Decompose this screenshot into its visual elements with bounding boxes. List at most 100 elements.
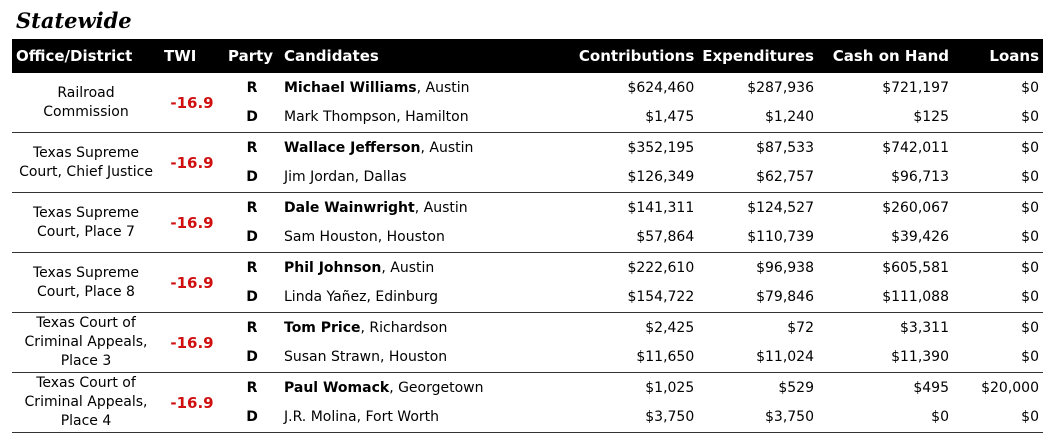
party-cell: R xyxy=(246,79,258,96)
loans-cell: $0 xyxy=(953,402,1043,433)
candidate-cell: Linda Yañez, Edinburg xyxy=(280,282,575,313)
office-cell: Railroad Commission xyxy=(12,73,160,133)
candidate-cell: Paul Womack, Georgetown xyxy=(280,373,575,403)
loans-cell: $20,000 xyxy=(981,379,1039,396)
loans-cell: $0 xyxy=(1021,319,1039,336)
col-party: Party xyxy=(228,47,274,65)
candidate-name: Michael Williams xyxy=(284,79,417,96)
table-row: Texas Supreme Court, Place 7 -16.9 R Dale W… xyxy=(12,192,1043,253)
party-cell: R xyxy=(246,259,258,276)
twi-value: -16.9 xyxy=(160,132,224,193)
loans-cell: $0 xyxy=(953,102,1043,133)
table-row: D Sam Houston, Houston $57,864 $110,739 $39,… xyxy=(12,222,1043,253)
expenditures-cell: $87,533 xyxy=(756,139,814,156)
party-cell: R xyxy=(246,139,258,156)
cash-on-hand-cell: $39,426 xyxy=(818,222,953,253)
campaign-finance-table: Office/District TWI Party Candidates Con… xyxy=(12,39,1043,433)
office-cell: Texas Supreme Court, Place 7 xyxy=(12,192,160,253)
candidate-name: J.R. Molina, Fort Worth xyxy=(284,409,440,426)
expenditures-cell: $287,936 xyxy=(747,79,814,96)
loans-cell: $0 xyxy=(1021,199,1039,216)
contributions-cell: $3,750 xyxy=(574,402,699,433)
candidate-cell: Mark Thompson, Hamilton xyxy=(280,102,575,133)
contributions-cell: $2,425 xyxy=(645,319,695,336)
expenditures-cell: $110,739 xyxy=(698,222,818,253)
expenditures-cell: $529 xyxy=(778,379,814,396)
table-row: D Mark Thompson, Hamilton $1,475 $1,240 $125… xyxy=(12,102,1043,133)
table-row: D Linda Yañez, Edinburg $154,722 $79,846 $11… xyxy=(12,282,1043,313)
col-loans: Loans xyxy=(989,47,1039,65)
expenditures-cell: $72 xyxy=(787,319,814,336)
party-cell: D xyxy=(224,402,280,433)
candidate-name: Dale Wainwright xyxy=(284,199,415,216)
twi-value: -16.9 xyxy=(160,73,224,133)
table-row: D Susan Strawn, Houston $11,650 $11,024 $11,… xyxy=(12,342,1043,373)
candidate-city: , Austin xyxy=(416,79,470,96)
col-office: Office/District xyxy=(16,47,133,65)
candidate-cell: Susan Strawn, Houston xyxy=(280,342,575,373)
party-cell: D xyxy=(224,282,280,313)
section-title: Statewide xyxy=(16,8,132,33)
contributions-cell: $11,650 xyxy=(574,342,699,373)
candidate-cell: Wallace Jefferson, Austin xyxy=(280,133,575,163)
loans-cell: $0 xyxy=(953,282,1043,313)
expenditures-cell: $79,846 xyxy=(698,282,818,313)
candidate-city: , Richardson xyxy=(360,319,448,336)
candidate-name: Paul Womack xyxy=(284,379,390,396)
party-cell: D xyxy=(224,342,280,373)
expenditures-cell: $62,757 xyxy=(698,162,818,193)
office-cell: Texas Court of Criminal Appeals, Place 4 xyxy=(12,372,160,433)
party-cell: R xyxy=(246,319,258,336)
cash-on-hand-cell: $742,011 xyxy=(882,139,949,156)
cash-on-hand-cell: $260,067 xyxy=(882,199,949,216)
party-cell: D xyxy=(224,222,280,253)
candidate-name: Phil Johnson xyxy=(284,259,382,276)
cash-on-hand-cell: $111,088 xyxy=(818,282,953,313)
candidate-name: Tom Price xyxy=(284,319,361,336)
contributions-cell: $222,610 xyxy=(627,259,695,276)
expenditures-cell: $3,750 xyxy=(698,402,818,433)
twi-value: -16.9 xyxy=(160,372,224,433)
cash-on-hand-cell: $605,581 xyxy=(882,259,949,276)
party-cell: D xyxy=(224,102,280,133)
candidate-name: Susan Strawn, Houston xyxy=(284,349,448,366)
col-cash-on-hand: Cash on Hand xyxy=(832,47,949,65)
cash-on-hand-cell: $721,197 xyxy=(882,79,949,96)
table-row: Texas Supreme Court, Chief Justice -16.9 R… xyxy=(12,132,1043,193)
loans-cell: $0 xyxy=(953,342,1043,373)
office-cell: Texas Court of Criminal Appeals, Place 3 xyxy=(12,312,160,373)
table-header: Office/District TWI Party Candidates Con… xyxy=(12,39,1043,73)
table-row: Railroad Commission -16.9 R Michael William… xyxy=(12,73,1043,133)
candidate-name: Jim Jordan, Dallas xyxy=(284,169,407,186)
col-candidates: Candidates xyxy=(284,47,379,65)
candidate-name: Linda Yañez, Edinburg xyxy=(284,289,439,306)
party-cell: D xyxy=(224,162,280,193)
candidate-name: Mark Thompson, Hamilton xyxy=(284,109,469,126)
loans-cell: $0 xyxy=(1021,139,1039,156)
table-row: Texas Court of Criminal Appeals, Place 3… xyxy=(12,312,1043,373)
cash-on-hand-cell: $11,390 xyxy=(818,342,953,373)
col-twi: TWI xyxy=(164,47,197,65)
cash-on-hand-cell: $3,311 xyxy=(900,319,949,336)
candidate-cell: Michael Williams, Austin xyxy=(280,73,575,103)
loans-cell: $0 xyxy=(953,222,1043,253)
contributions-cell: $126,349 xyxy=(574,162,699,193)
loans-cell: $0 xyxy=(1021,79,1039,96)
expenditures-cell: $96,938 xyxy=(756,259,814,276)
party-cell: R xyxy=(246,379,258,396)
office-cell: Texas Supreme Court, Chief Justice xyxy=(12,132,160,193)
contributions-cell: $1,025 xyxy=(645,379,695,396)
cash-on-hand-cell: $0 xyxy=(818,402,953,433)
candidate-name: Sam Houston, Houston xyxy=(284,229,445,246)
loans-cell: $0 xyxy=(953,162,1043,193)
candidate-cell: Sam Houston, Houston xyxy=(280,222,575,253)
candidate-name: Wallace Jefferson xyxy=(284,139,421,156)
col-expenditures: Expenditures xyxy=(702,47,814,65)
candidate-cell: J.R. Molina, Fort Worth xyxy=(280,402,575,433)
candidate-city: , Austin xyxy=(414,199,468,216)
contributions-cell: $141,311 xyxy=(627,199,695,216)
contributions-cell: $57,864 xyxy=(574,222,699,253)
contributions-cell: $154,722 xyxy=(574,282,699,313)
loans-cell: $0 xyxy=(1021,259,1039,276)
contributions-cell: $624,460 xyxy=(627,79,695,96)
